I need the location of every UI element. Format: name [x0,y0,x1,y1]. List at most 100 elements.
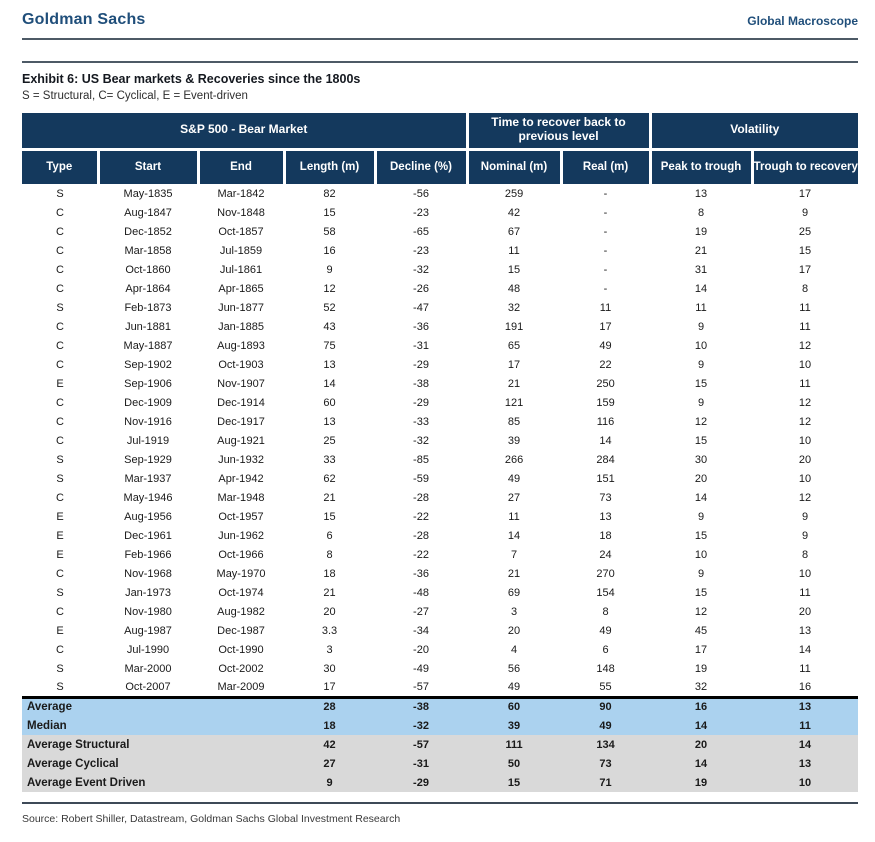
table-cell: 11 [508,510,520,523]
table-cell: -36 [413,320,429,333]
summary-cell: 14 [650,754,753,773]
table-cell: 42 [507,206,521,219]
table-cell: Aug-1982 [217,605,265,618]
summary-cell: -31 [375,754,468,773]
table-cell: Oct-1903 [218,358,264,371]
table-cell: Jun-1932 [218,453,264,466]
table-cell: 45 [694,624,708,637]
summary-label: Median [22,716,284,735]
table-cell: -28 [413,529,429,542]
table-cell: 17 [798,263,812,276]
table-cell: 75 [323,339,336,352]
table-cell: 55 [599,680,612,693]
table-row: S Feb-1873 Jun-1877 52 -47 32 11 11 11 [22,298,858,317]
table-cell: Oct-1990 [218,643,264,656]
table-cell: Jun-1877 [218,301,264,314]
column-header-trough-to-recovery: Trough to recovery [750,149,859,184]
table-cell: 9 [697,320,705,333]
table-cell: C [56,434,64,447]
table-cell: 32 [694,680,708,693]
table-cell: 21 [323,586,336,599]
table-row: S Sep-1929 Jun-1932 33 -85 266 284 30 20 [22,450,858,469]
table-cell: - [603,282,608,295]
summary-cell: 14 [752,735,859,754]
table-cell: 21 [323,491,336,504]
table-cell: 10 [798,472,812,485]
table-cell: 3 [326,643,333,656]
table-cell: 8 [697,206,705,219]
table-cell: -31 [413,339,429,352]
table-row: S Mar-1937 Apr-1942 62 -59 49 151 20 10 [22,469,858,488]
table-cell: S [56,662,64,675]
table-cell: Jul-1859 [219,244,263,257]
table-cell: 15 [694,377,708,390]
table-cell: C [56,415,64,428]
table-cell: 60 [323,396,336,409]
summary-cell: 15 [467,773,562,792]
table-cell: Mar-1948 [217,491,265,504]
table-cell: May-1970 [216,567,266,580]
table-cell: 14 [599,434,612,447]
table-cell: Apr-1864 [125,282,171,295]
table-cell: 33 [323,453,336,466]
table-cell: 31 [694,263,708,276]
table-cell: -36 [413,567,429,580]
table-cell: 27 [507,491,521,504]
table-cell: May-1887 [123,339,173,352]
table-cell: C [56,491,64,504]
table-cell: 13 [599,510,612,523]
table-cell: 12 [798,396,812,409]
bear-market-table: S&P 500 - Bear Market Time to recover ba… [22,113,859,792]
table-cell: 7 [510,548,518,561]
table-cell: 58 [323,225,336,238]
summary-cell: 90 [561,695,651,716]
summary-cell: -29 [375,773,468,792]
table-cell: Dec-1909 [124,396,172,409]
table-cell: Feb-1966 [124,548,172,561]
table-cell: -57 [413,680,429,693]
group-header-row: S&P 500 - Bear Market Time to recover ba… [22,113,859,151]
table-cell: Nov-1907 [217,377,265,390]
column-header-decline: Decline (%) [373,149,468,184]
table-cell: E [56,510,64,523]
summary-row: Average Event Driven 9 -29 15 71 19 10 [22,773,859,792]
table-row: C Apr-1864 Apr-1865 12 -26 48 - 14 8 [22,279,858,298]
table-cell: 11 [695,301,707,314]
table-row: C Dec-1909 Dec-1914 60 -29 121 159 9 12 [22,393,858,412]
table-cell: 21 [694,244,708,257]
table-cell: 24 [599,548,612,561]
table-cell: Nov-1916 [124,415,172,428]
table-cell: 15 [507,263,521,276]
table-cell: 259 [504,187,524,200]
group-header-time-to-recover: Time to recover back to previous level [465,113,651,151]
table-cell: Oct-2002 [218,662,264,675]
column-header-start: Start [96,149,198,184]
table-cell: -65 [413,225,429,238]
summary-cell: -38 [375,695,468,716]
table-cell: -26 [413,282,429,295]
table-cell: C [56,282,64,295]
table-cell: 49 [599,624,612,637]
masthead-divider [22,38,858,40]
table-row: S May-1835 Mar-1842 82 -56 259 - 13 17 [22,184,858,203]
table-row: E Sep-1906 Nov-1907 14 -38 21 250 15 11 [22,374,858,393]
group-header-bear-market: S&P 500 - Bear Market [22,113,468,151]
table-cell: 16 [798,680,812,693]
table-cell: 11 [799,662,811,675]
table-row: C Oct-1860 Jul-1861 9 -32 15 - 31 17 [22,260,858,279]
table-cell: S [56,301,64,314]
table-cell: 9 [697,358,705,371]
column-header-peak-to-trough: Peak to trough [648,149,753,184]
table-cell: 13 [694,187,708,200]
summary-cell: 16 [650,695,753,716]
table-cell: 12 [694,605,708,618]
table-cell: 10 [798,434,812,447]
column-header-row: Type Start End Length (m) Decline (%) No… [22,149,859,184]
table-cell: 3 [510,605,518,618]
table-cell: 250 [596,377,615,390]
table-cell: 17 [798,187,812,200]
table-row: S Mar-2000 Oct-2002 30 -49 56 148 19 11 [22,659,858,678]
table-cell: 9 [801,206,809,219]
table-row: C Sep-1902 Oct-1903 13 -29 17 22 9 10 [22,355,858,374]
table-cell: 21 [507,567,521,580]
